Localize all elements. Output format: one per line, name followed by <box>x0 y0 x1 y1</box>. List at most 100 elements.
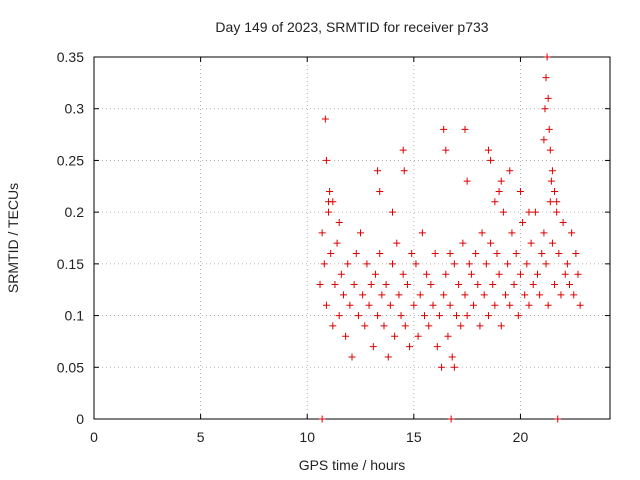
data-point <box>369 343 377 351</box>
data-point <box>541 105 549 113</box>
data-point <box>516 187 524 195</box>
data-point <box>447 415 455 423</box>
data-point <box>547 177 555 185</box>
data-point <box>548 239 556 247</box>
data-point <box>534 270 542 278</box>
data-point <box>326 187 334 195</box>
data-point <box>461 291 469 299</box>
data-point <box>318 229 326 237</box>
data-point <box>568 229 576 237</box>
x-tick-label: 20 <box>513 429 529 445</box>
data-point <box>374 312 382 320</box>
data-point <box>393 239 401 247</box>
data-point <box>502 291 510 299</box>
data-point <box>540 229 548 237</box>
data-point <box>325 208 333 216</box>
data-point <box>382 281 390 289</box>
data-point <box>543 53 551 61</box>
data-point <box>508 229 516 237</box>
data-point <box>495 187 503 195</box>
data-point <box>329 322 337 330</box>
data-point <box>348 353 356 361</box>
data-point <box>350 281 358 289</box>
data-point <box>357 229 365 237</box>
data-point <box>516 270 524 278</box>
data-point <box>386 301 394 309</box>
data-point <box>491 198 499 206</box>
data-point <box>484 312 492 320</box>
data-point <box>474 281 482 289</box>
data-point <box>320 260 328 268</box>
data-point <box>316 281 324 289</box>
data-point <box>376 250 384 258</box>
data-point <box>506 167 514 175</box>
data-point <box>565 281 573 289</box>
data-point <box>361 322 369 330</box>
data-point <box>322 156 330 164</box>
data-point <box>463 312 471 320</box>
data-point <box>459 239 467 247</box>
data-point <box>399 270 407 278</box>
data-point <box>337 270 345 278</box>
data-point <box>344 260 352 268</box>
data-point <box>442 146 450 154</box>
y-tick-label: 0.1 <box>65 308 85 324</box>
x-tick-label: 15 <box>406 429 422 445</box>
data-point <box>333 239 341 247</box>
data-point <box>408 250 416 258</box>
data-point <box>425 322 433 330</box>
data-point <box>461 125 469 133</box>
data-point <box>380 322 388 330</box>
data-point <box>480 291 488 299</box>
data-point <box>354 312 362 320</box>
data-point <box>455 281 463 289</box>
data-point <box>467 270 475 278</box>
y-tick-label: 0.2 <box>65 204 85 220</box>
data-point <box>374 167 382 175</box>
data-point <box>399 146 407 154</box>
data-point <box>444 332 452 340</box>
axis-ticks: 0 0.05 0.1 0.15 0.2 0.25 0.3 0.35 0 5 10 15 20 <box>57 49 610 445</box>
y-tick-label: 0.25 <box>57 152 84 168</box>
data-point <box>576 301 584 309</box>
data-point <box>548 167 556 175</box>
data-point <box>544 94 552 102</box>
data-point <box>440 125 448 133</box>
data-point <box>542 74 550 82</box>
data-point <box>491 301 499 309</box>
data-point <box>412 260 420 268</box>
data-point <box>448 353 456 361</box>
data-point <box>431 250 439 258</box>
y-tick-label: 0.05 <box>57 359 84 375</box>
data-point <box>495 270 503 278</box>
data-point <box>525 208 533 216</box>
data-point <box>529 281 537 289</box>
data-point <box>553 208 561 216</box>
data-point <box>563 260 571 268</box>
data-point <box>497 322 505 330</box>
data-point <box>514 312 522 320</box>
data-point <box>487 239 495 247</box>
y-tick-label: 0 <box>76 411 84 427</box>
data-point <box>329 198 337 206</box>
data-point <box>371 270 379 278</box>
data-point <box>335 218 343 226</box>
data-point <box>572 250 580 258</box>
data-point <box>376 187 384 195</box>
data-point <box>570 291 578 299</box>
data-point <box>506 301 514 309</box>
data-point <box>331 281 339 289</box>
data-point <box>536 291 544 299</box>
data-point <box>561 270 569 278</box>
data-point <box>342 332 350 340</box>
data-point <box>440 291 448 299</box>
data-point <box>525 301 533 309</box>
data-point <box>446 301 454 309</box>
data-point <box>339 291 347 299</box>
data-point <box>482 260 490 268</box>
data-point <box>418 229 426 237</box>
data-point <box>335 312 343 320</box>
data-point <box>521 291 529 299</box>
